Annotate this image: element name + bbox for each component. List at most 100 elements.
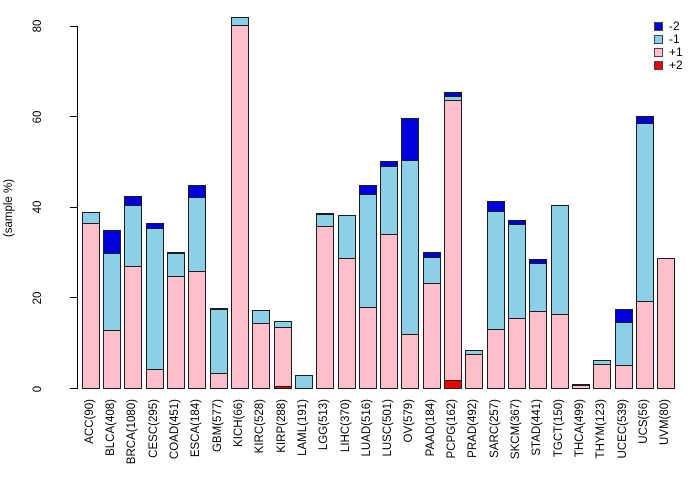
bar-segment--1: [358, 193, 377, 308]
bar-kirp: [273, 320, 292, 389]
bar-segment-+1: [337, 257, 356, 389]
legend-swatch: [654, 35, 663, 44]
bar-ov: [401, 117, 420, 389]
x-axis-label: OV(579): [403, 399, 416, 443]
bar-segment-+1: [465, 353, 484, 389]
x-axis-label: BRCA(1080): [126, 399, 139, 465]
bar-tgct: [550, 204, 569, 389]
x-axis-label: PAAD(184): [424, 399, 437, 457]
bar-segment-+1: [358, 306, 377, 389]
bar-segment-+1: [529, 310, 548, 389]
x-axis-label: COAD(451): [169, 399, 182, 460]
x-axis-label: THYM(123): [595, 399, 608, 459]
bar-segment--1: [401, 159, 420, 335]
bar-segment-+1: [635, 300, 654, 389]
bar-segment--1: [124, 204, 143, 267]
x-axis-label: LUSC(501): [382, 399, 395, 457]
x-axis-label: ESCA(184): [190, 399, 203, 458]
y-tick-mark: [70, 388, 77, 389]
y-tick-mark: [70, 25, 77, 27]
bar-prad: [465, 349, 484, 389]
bar-uvm: [657, 257, 676, 389]
bar-segment-+1: [401, 333, 420, 389]
legend-swatch: [654, 61, 663, 70]
bar-lgg: [316, 212, 335, 389]
bar-segment-+1: [230, 24, 249, 389]
bar-kirc: [252, 309, 271, 389]
bar-thca: [571, 383, 590, 389]
y-tick-label: 40: [32, 200, 44, 214]
x-axis-label: TGCT(150): [552, 399, 565, 458]
y-tick-label: 60: [32, 110, 44, 124]
x-axis-label: PCPG(162): [446, 399, 459, 459]
x-axis-label: UCS(56): [637, 399, 650, 444]
x-axis-label: UVM(80): [659, 399, 672, 446]
bar-skcm: [508, 219, 526, 389]
bar-segment-+1: [188, 270, 207, 389]
bar-segment--1: [209, 308, 228, 374]
bar-segment-+1: [316, 225, 335, 389]
x-axis-label: UCEC(539): [616, 399, 629, 459]
bar-segment--1: [550, 204, 569, 315]
bar-lihc: [337, 214, 356, 389]
y-tick-label: 0: [32, 385, 44, 392]
bar-segment-+1: [209, 372, 228, 389]
legend-item: -2: [654, 19, 683, 33]
bar-segment-+1: [657, 257, 676, 389]
y-axis-title: (sample %): [3, 178, 15, 238]
bar-sarc: [486, 200, 505, 389]
x-axis-label: KIRP(288): [275, 399, 288, 453]
x-axis-label: STAD(441): [531, 399, 544, 456]
bar-brca: [124, 195, 143, 389]
x-axis-label: PRAD(492): [467, 399, 480, 458]
bar-segment--1: [422, 256, 441, 284]
legend-swatch: [654, 48, 663, 57]
bar-segment--1: [337, 214, 356, 259]
legend-label: +2: [669, 58, 683, 72]
y-axis-line: [77, 26, 78, 389]
bar-ucec: [614, 308, 633, 389]
x-axis-label: LGG(513): [318, 399, 331, 451]
bar-thym: [593, 359, 612, 389]
y-tick-label: 20: [32, 291, 44, 305]
bar-segment--1: [188, 196, 207, 272]
bar-segment--1: [529, 262, 548, 312]
bar-segment-+1: [103, 329, 122, 389]
legend-item: +2: [654, 58, 683, 72]
bar-pcpg: [444, 91, 463, 389]
bar-segment--1: [145, 227, 164, 370]
bar-segment-+1: [486, 328, 505, 389]
bar-segment--1: [635, 122, 654, 302]
bar-segment--1: [103, 252, 122, 331]
x-axis-label: ACC(90): [83, 399, 96, 444]
bar-segment-+1: [252, 322, 271, 389]
y-tick-mark: [70, 116, 77, 118]
bar-segment-+1: [145, 368, 164, 389]
x-axis-label: CESC(295): [147, 399, 160, 458]
x-axis-label: BLCA(408): [105, 399, 118, 456]
bar-segment--1: [252, 309, 271, 324]
bar-segment-+1: [273, 326, 292, 387]
bar-segment--2: [103, 229, 122, 254]
y-tick-mark: [70, 206, 77, 208]
bar-coad: [167, 251, 186, 389]
legend-label: -2: [669, 19, 680, 33]
legend-swatch: [654, 22, 663, 31]
legend: -2 -1 +1 +2: [654, 19, 683, 73]
bar-segment-+1: [550, 313, 569, 389]
x-axis-label: KICH(66): [232, 399, 245, 447]
bar-segment--1: [486, 210, 505, 330]
legend-item: +1: [654, 46, 683, 58]
x-axis-label: SARC(257): [488, 399, 501, 458]
bar-segment-+1: [380, 233, 399, 389]
bar-acc: [81, 211, 100, 389]
x-axis-label: LAML(191): [296, 399, 309, 456]
legend-item: -1: [654, 32, 683, 46]
x-axis-label: GBM(577): [211, 399, 224, 453]
bar-gbm: [209, 307, 228, 389]
x-axis-label: THCA(499): [573, 399, 586, 458]
bar-stad: [529, 258, 548, 389]
legend-label: -1: [669, 32, 680, 46]
bar-segment-+2: [444, 379, 463, 389]
